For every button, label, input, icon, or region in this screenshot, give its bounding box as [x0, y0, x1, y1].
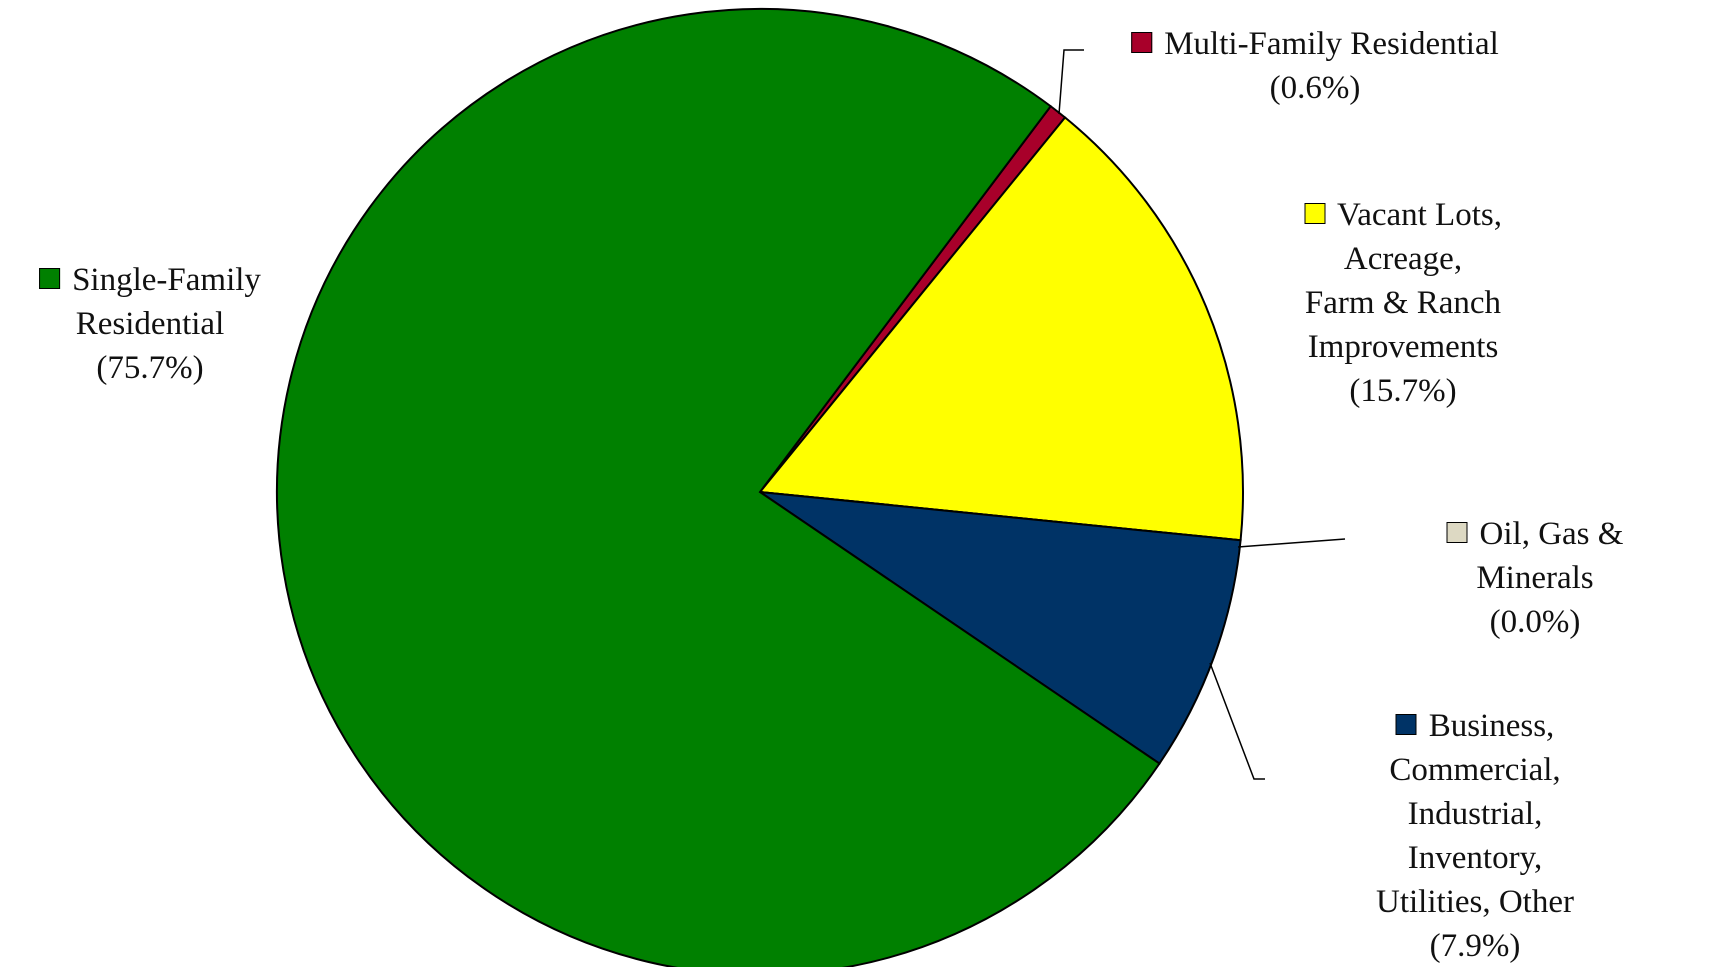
leader-line — [1209, 662, 1265, 780]
category-text: Vacant Lots, Acreage, Farm & Ranch Impro… — [1304, 197, 1502, 365]
category-name: Single-Family Residential — [39, 258, 261, 346]
legend-swatch — [1131, 32, 1153, 53]
value-label: (0.6%) — [1269, 70, 1361, 106]
category-name: Multi-Family Residential — [1131, 22, 1499, 66]
data-label: Multi-Family Residential (0.6%) — [1131, 22, 1499, 110]
value-label: (0.0%) — [1489, 604, 1581, 640]
category-text: Business, Commercial, Industrial, Invent… — [1376, 708, 1574, 920]
data-label: Single-Family Residential (75.7%) — [39, 258, 261, 390]
category-name: Business, Commercial, Industrial, Invent… — [1355, 704, 1596, 924]
legend-swatch — [1395, 714, 1417, 735]
leader-line — [1237, 538, 1346, 548]
data-label: Business, Commercial, Industrial, Invent… — [1355, 704, 1596, 968]
category-text: Single-Family Residential — [72, 262, 261, 342]
value-label: (7.9%) — [1429, 928, 1521, 964]
data-label: Vacant Lots, Acreage, Farm & Ranch Impro… — [1247, 193, 1560, 413]
category-text: Multi-Family Residential — [1164, 26, 1499, 62]
leader-line — [1058, 49, 1084, 115]
category-text: Oil, Gas & Minerals — [1476, 516, 1624, 596]
pie-slice — [758, 116, 1244, 542]
category-name: Vacant Lots, Acreage, Farm & Ranch Impro… — [1247, 193, 1560, 369]
legend-swatch — [1446, 522, 1468, 543]
value-label: (75.7%) — [96, 350, 204, 386]
pie-slice — [759, 491, 1242, 765]
value-label: (15.7%) — [1349, 373, 1457, 409]
legend-swatch — [39, 268, 61, 289]
category-name: Oil, Gas & Minerals — [1445, 512, 1626, 600]
legend-swatch — [1304, 203, 1326, 224]
pie-slice — [276, 8, 1161, 967]
data-label: Oil, Gas & Minerals (0.0%) — [1445, 512, 1626, 644]
